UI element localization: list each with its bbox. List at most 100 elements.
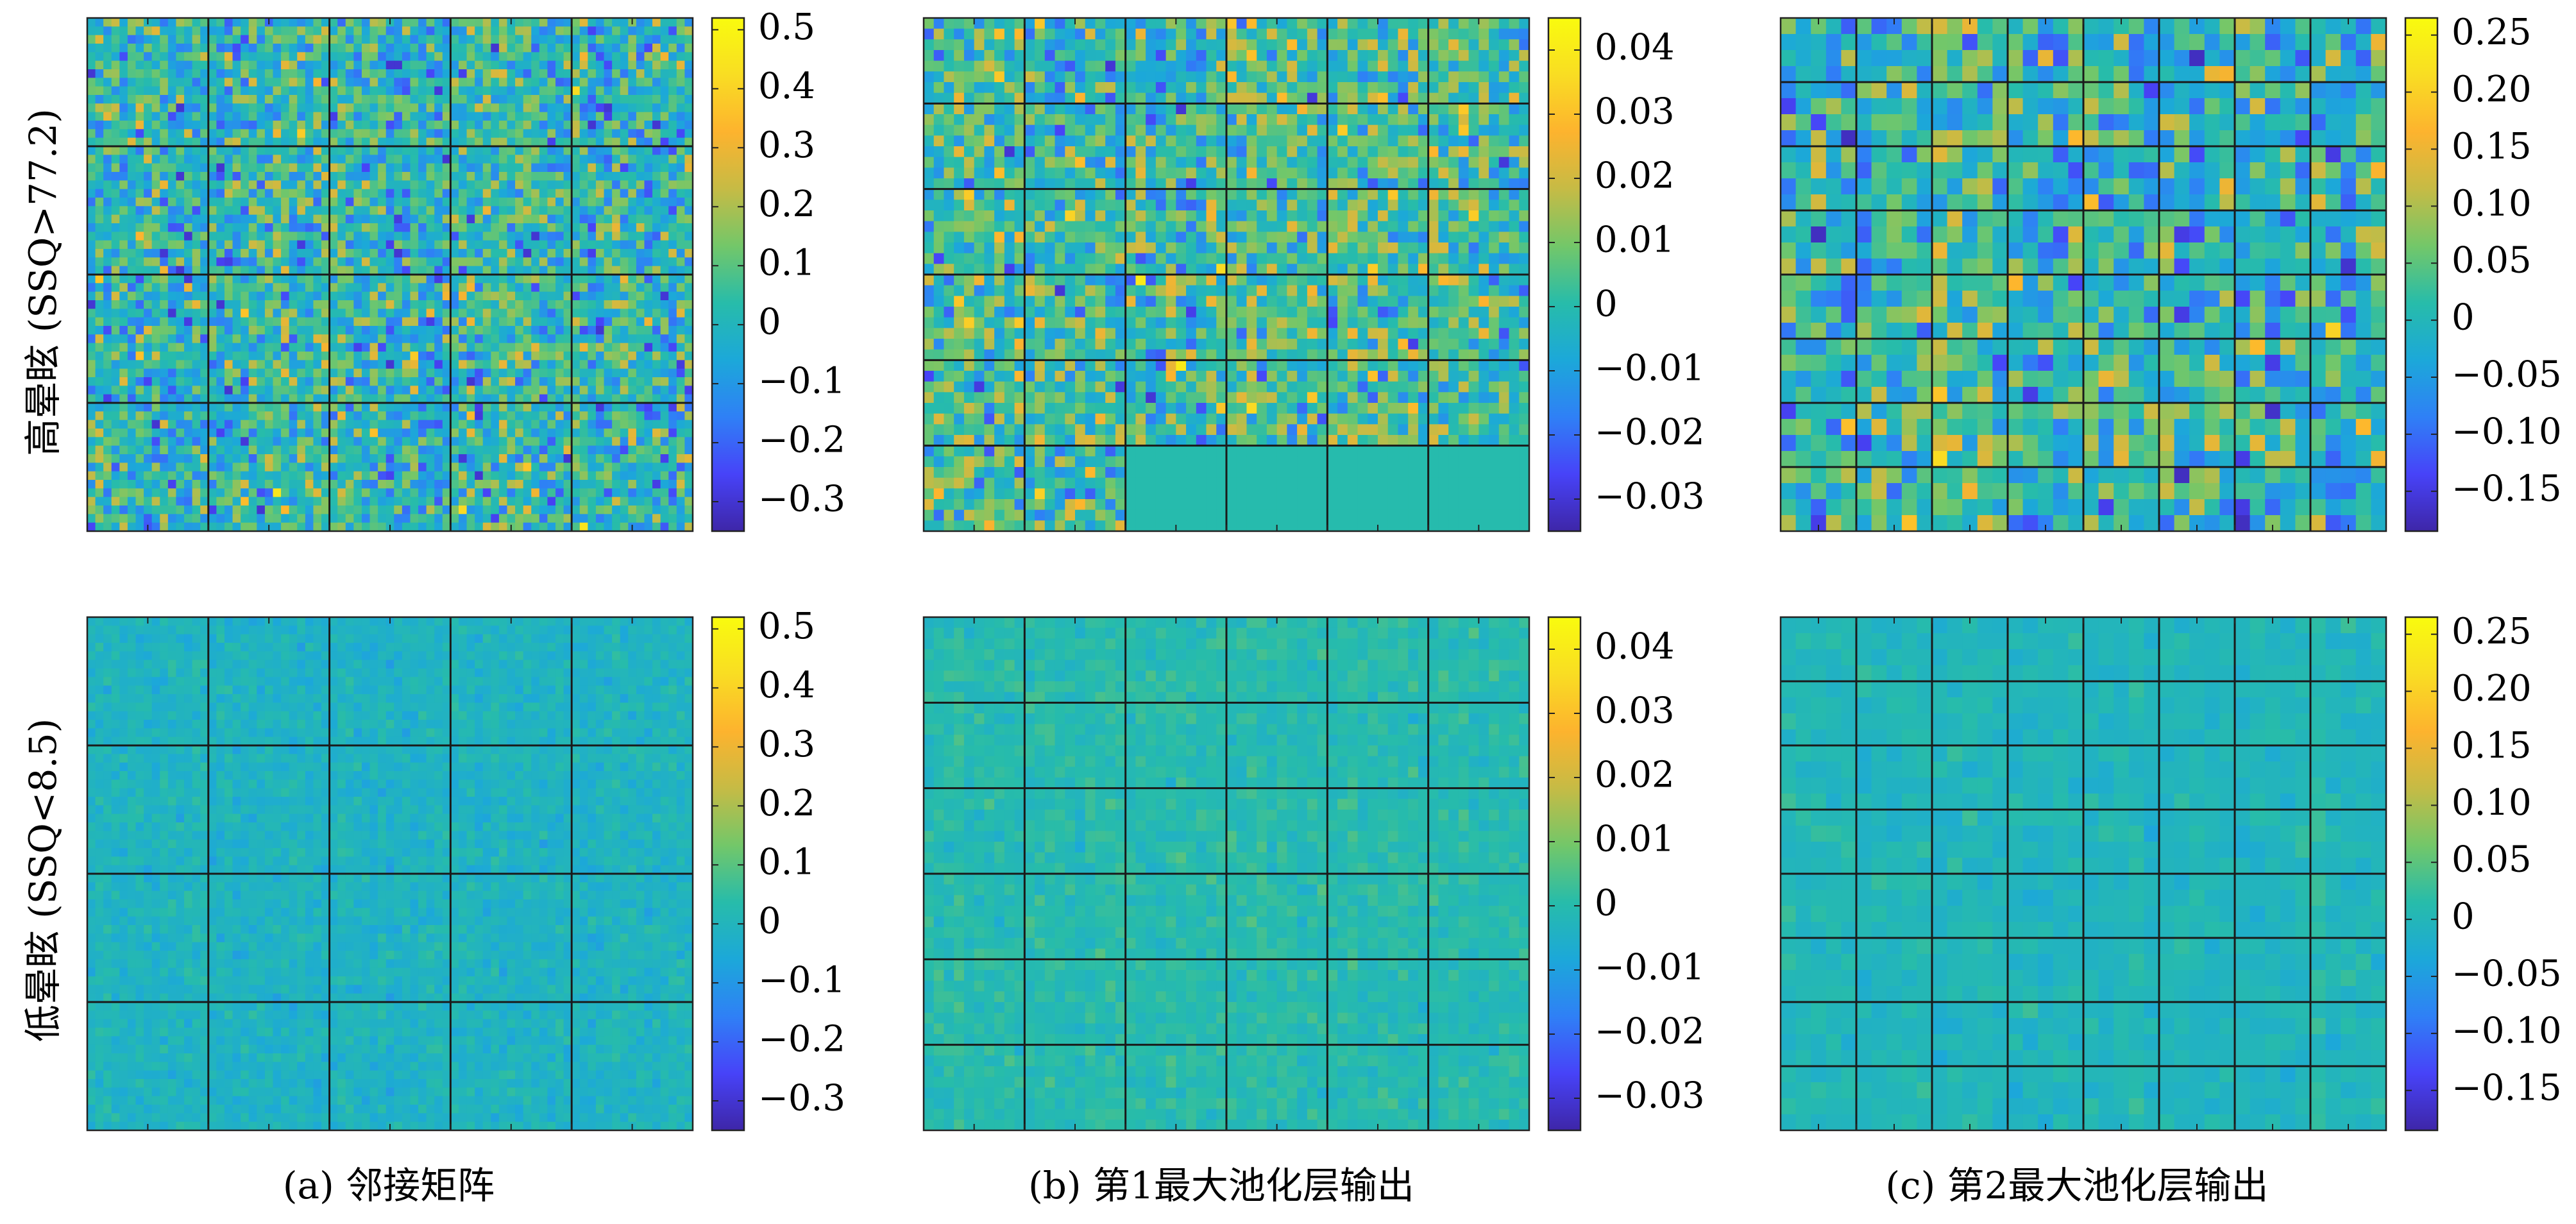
heatmap-cell xyxy=(184,69,193,78)
heatmap-cell xyxy=(410,206,419,216)
heatmap-cell xyxy=(184,60,193,70)
heatmap-cell xyxy=(563,155,572,164)
heatmap-cell xyxy=(313,198,322,207)
heatmap-cell xyxy=(1448,50,1459,62)
heatmap-cell xyxy=(192,129,201,139)
heatmap-cell xyxy=(547,368,556,378)
heatmap-cell xyxy=(515,103,524,113)
heatmap-cell xyxy=(547,411,556,421)
heatmap-cell xyxy=(111,291,120,301)
heatmap-cell xyxy=(466,291,475,301)
heatmap-cell xyxy=(498,103,508,113)
heatmap-cell xyxy=(111,112,120,121)
heatmap-cell xyxy=(652,454,661,463)
heatmap-cell xyxy=(1438,39,1449,51)
heatmap-cell xyxy=(954,18,965,30)
heatmap-cell xyxy=(257,35,266,44)
heatmap-cell xyxy=(475,377,484,386)
heatmap-cell xyxy=(652,103,661,113)
heatmap-cell xyxy=(579,488,588,498)
heatmap-cell xyxy=(241,386,250,395)
heatmap-cell xyxy=(394,386,403,395)
heatmap-cell xyxy=(232,454,241,463)
heatmap-cell xyxy=(426,411,435,421)
heatmap-cell xyxy=(676,95,686,104)
heatmap-cell xyxy=(176,232,185,241)
heatmap-cell xyxy=(369,309,378,318)
heatmap-cell xyxy=(361,206,371,216)
heatmap-cell xyxy=(1347,50,1359,62)
heatmap-cell xyxy=(1468,18,1479,30)
heatmap-cell xyxy=(257,18,266,27)
heatmap-cell xyxy=(676,334,686,344)
heatmap-cell xyxy=(160,309,169,318)
heatmap-cell xyxy=(482,506,491,514)
heatmap-cell xyxy=(954,28,965,40)
heatmap-cell xyxy=(192,454,201,463)
heatmap-cell xyxy=(612,497,621,506)
heatmap-cell xyxy=(1146,50,1157,62)
heatmap-cell xyxy=(410,411,419,421)
heatmap-cell xyxy=(426,240,435,250)
heatmap-cell xyxy=(604,326,613,335)
heatmap-cell xyxy=(1055,39,1065,51)
heatmap-cell xyxy=(579,44,588,53)
heatmap-cell xyxy=(668,189,677,198)
heatmap-cell xyxy=(289,420,298,429)
heatmap-cell xyxy=(378,386,387,395)
heatmap-cell xyxy=(418,198,427,207)
heatmap-cell xyxy=(167,368,177,378)
heatmap-cell xyxy=(933,18,945,30)
heatmap-cell xyxy=(232,121,241,130)
heatmap-cell xyxy=(676,189,686,198)
heatmap-cell xyxy=(1438,71,1449,83)
heatmap-cell xyxy=(466,155,475,164)
heatmap-cell xyxy=(426,463,435,472)
heatmap-cell xyxy=(119,121,128,130)
heatmap-cell xyxy=(531,198,540,207)
heatmap-cell xyxy=(378,146,387,155)
heatmap-cell xyxy=(498,471,508,480)
heatmap-cell xyxy=(87,129,96,139)
heatmap-cell xyxy=(1448,60,1459,72)
heatmap-cell xyxy=(192,514,201,523)
heatmap-cell xyxy=(241,266,250,275)
heatmap-cell xyxy=(531,309,540,318)
heatmap-cell xyxy=(676,129,686,139)
heatmap-cell xyxy=(313,121,322,130)
heatmap-cell xyxy=(313,78,322,87)
heatmap-cell xyxy=(555,155,564,164)
heatmap-cell xyxy=(127,249,137,258)
heatmap-cell xyxy=(297,334,306,344)
heatmap-cell xyxy=(1257,18,1267,30)
heatmap-cell xyxy=(103,291,112,301)
heatmap-cell xyxy=(531,300,540,309)
heatmap-cell xyxy=(1095,82,1106,94)
heatmap-cell xyxy=(410,112,419,121)
heatmap-cell xyxy=(498,480,508,489)
heatmap-cell xyxy=(361,497,371,506)
heatmap-cell xyxy=(410,377,419,386)
heatmap-cell xyxy=(241,283,250,293)
heatmap-cell xyxy=(248,18,257,27)
heatmap-cell xyxy=(539,368,548,378)
heatmap-cell xyxy=(482,429,491,438)
heatmap-cell xyxy=(612,403,621,412)
heatmap-cell xyxy=(498,95,508,104)
heatmap-cell xyxy=(119,283,128,293)
heatmap-cell xyxy=(482,129,491,139)
heatmap-cell xyxy=(684,146,693,155)
heatmap-cell xyxy=(434,35,443,44)
heatmap-cell xyxy=(103,121,112,130)
heatmap-cell xyxy=(386,437,394,446)
heatmap-cell xyxy=(216,206,225,216)
heatmap-cell xyxy=(668,411,677,421)
heatmap-cell xyxy=(410,44,419,53)
heatmap-cell xyxy=(410,223,419,232)
heatmap-cell xyxy=(394,326,403,335)
heatmap-cell xyxy=(458,334,468,344)
heatmap-cell xyxy=(167,514,177,523)
heatmap-cell xyxy=(572,360,580,370)
heatmap-cell xyxy=(498,249,508,258)
heatmap-cell xyxy=(466,172,475,181)
